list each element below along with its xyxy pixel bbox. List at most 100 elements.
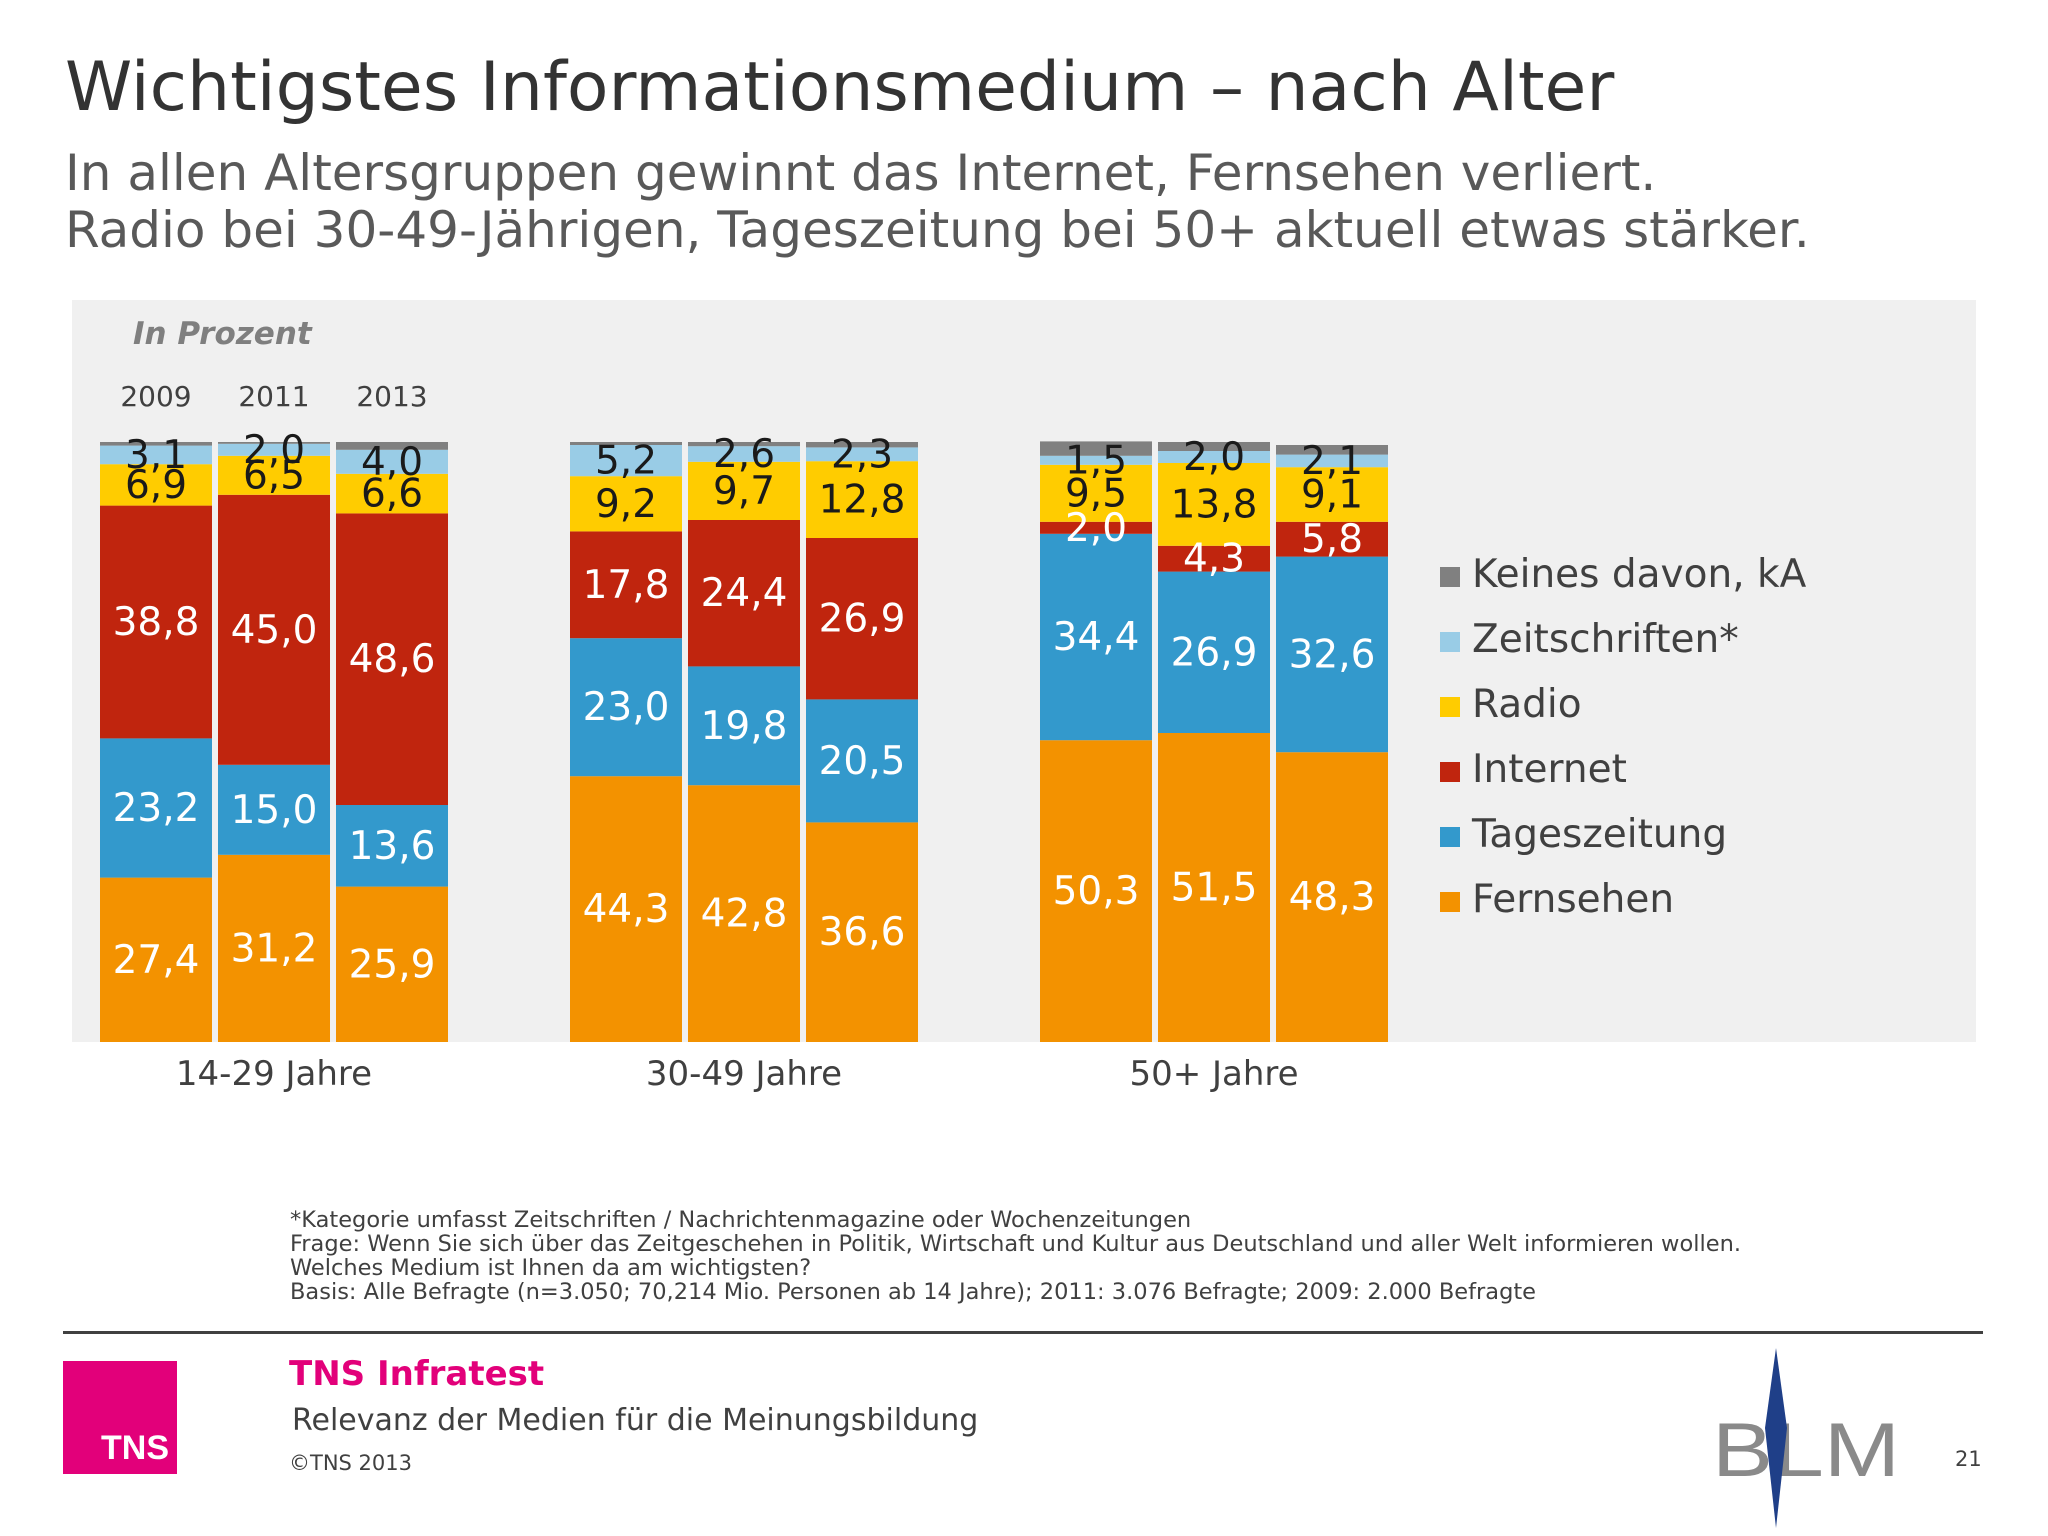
- data-label: 2,0: [1065, 506, 1127, 551]
- copyright: ©TNS 2013: [289, 1451, 412, 1475]
- bar-segment: [806, 442, 918, 448]
- data-label: 48,6: [349, 637, 436, 682]
- bar-segment: [1276, 467, 1388, 522]
- bar-segment: [1276, 521, 1388, 557]
- bar-segment: [336, 513, 448, 805]
- bar-segment: [1158, 545, 1270, 572]
- data-label: 17,8: [583, 563, 670, 608]
- footnote-question-cont: Welches Medium ist Ihnen da am wichtigst…: [290, 1255, 812, 1281]
- data-label: 42,8: [701, 892, 788, 937]
- bar-segment: [806, 699, 918, 823]
- bar-segment: [100, 505, 212, 739]
- data-label: 4,3: [1183, 537, 1245, 582]
- data-label: 9,7: [713, 469, 775, 514]
- report-title: Relevanz der Medien für die Meinungsbild…: [292, 1403, 979, 1438]
- bar-segment: [1158, 442, 1270, 451]
- blm-logo-text: BLM: [1712, 1408, 1900, 1493]
- data-label: 2,0: [1183, 435, 1245, 480]
- year-label: 2011: [238, 380, 309, 413]
- year-label: 2013: [356, 380, 427, 413]
- bar-segment: [1276, 454, 1388, 468]
- data-label: 51,5: [1171, 866, 1258, 911]
- bar-segment: [1040, 464, 1152, 522]
- bar-segment: [100, 442, 212, 446]
- footnote-category: *Kategorie umfasst Zeitschriften / Nachr…: [290, 1207, 1192, 1233]
- data-label: 19,8: [701, 704, 788, 749]
- tns-logo-text: TNS: [101, 1429, 169, 1467]
- page-number: 21: [1955, 1447, 1982, 1471]
- bar-segment: [1276, 752, 1388, 1042]
- data-label: 20,5: [819, 739, 906, 784]
- bar-segment: [570, 445, 682, 477]
- subtitle-line-1: In allen Altersgruppen gewinnt das Inter…: [65, 144, 1657, 202]
- bar-segment: [100, 738, 212, 878]
- bar-segment: [570, 776, 682, 1042]
- data-label: 24,4: [701, 571, 788, 616]
- stacked-bar-chart: In Prozent 2009 2011 2013 14-29 Jahre 30-49 J…: [100, 316, 1807, 1094]
- bar-segment: [218, 494, 330, 765]
- bar-segment: [688, 520, 800, 667]
- legend-label: Tageszeitung: [1471, 812, 1727, 857]
- data-label: 2,3: [831, 432, 893, 477]
- data-label: 26,9: [819, 597, 906, 642]
- bar-segment: [1040, 521, 1152, 534]
- bar-segment: [688, 446, 800, 462]
- data-label: 34,4: [1053, 615, 1140, 660]
- footer-divider: [63, 1331, 1983, 1334]
- legend-label: Zeitschriften*: [1472, 617, 1739, 662]
- data-label: 2,6: [713, 432, 775, 477]
- data-label: 32,6: [1289, 632, 1376, 677]
- legend-swatch: [1440, 892, 1460, 912]
- bar-segment: [806, 447, 918, 462]
- data-label: 15,0: [231, 788, 318, 833]
- data-label: 5,8: [1301, 517, 1363, 562]
- bar-segment: [1040, 455, 1152, 465]
- bar-segment: [806, 538, 918, 700]
- bar-segment: [218, 764, 330, 855]
- legend-swatch: [1440, 632, 1460, 652]
- data-label: 2,0: [243, 428, 305, 473]
- data-label: 45,0: [231, 608, 318, 653]
- legend-swatch: [1440, 697, 1460, 717]
- group-label: 14-29 Jahre: [176, 1054, 372, 1094]
- tns-logo: TNS: [63, 1361, 177, 1474]
- data-label: 6,9: [125, 463, 187, 508]
- company-name: TNS Infratest: [289, 1354, 545, 1394]
- data-label: 48,3: [1289, 875, 1376, 920]
- bar-segment: [336, 449, 448, 474]
- bar-segment: [218, 443, 330, 456]
- footnotes: *Kategorie umfasst Zeitschriften / Nachr…: [290, 1208, 1741, 1304]
- data-label: 23,0: [583, 685, 670, 730]
- legend-label: Fernsehen: [1472, 877, 1674, 922]
- bar-segment: [336, 805, 448, 887]
- data-label: 31,2: [231, 926, 318, 971]
- data-label: 44,3: [583, 887, 670, 932]
- data-label: 6,5: [243, 453, 305, 498]
- group-label: 30-49 Jahre: [646, 1054, 842, 1094]
- data-label: 3,1: [125, 433, 187, 478]
- bar-segment: [218, 442, 330, 444]
- data-label: 26,9: [1171, 630, 1258, 675]
- legend-swatch: [1440, 567, 1460, 587]
- legend-label: Internet: [1472, 747, 1627, 792]
- year-label: 2009: [120, 380, 191, 413]
- page-title: Wichtigstes Informationsmedium – nach Al…: [65, 48, 1615, 127]
- legend-label: Keines davon, kA: [1472, 552, 1807, 597]
- subtitle-line-2: Radio bei 30-49-Jährigen, Tageszeitung b…: [65, 201, 1810, 259]
- data-label: 27,4: [113, 938, 200, 983]
- data-label: 2,1: [1301, 439, 1363, 484]
- bar-segment: [100, 445, 212, 465]
- bar-segment: [570, 531, 682, 639]
- data-label: 25,9: [349, 942, 436, 987]
- bar-segment: [688, 785, 800, 1042]
- data-label: 6,6: [361, 472, 423, 517]
- data-label: 5,2: [595, 439, 657, 484]
- bar-segment: [806, 822, 918, 1042]
- bar-segment: [100, 877, 212, 1042]
- bar-segment: [1276, 445, 1388, 455]
- data-label: 12,8: [819, 478, 906, 523]
- data-label: 38,8: [113, 600, 200, 645]
- bar-segment: [688, 442, 800, 447]
- bar-segment: [1276, 556, 1388, 753]
- bar-segment: [1158, 571, 1270, 733]
